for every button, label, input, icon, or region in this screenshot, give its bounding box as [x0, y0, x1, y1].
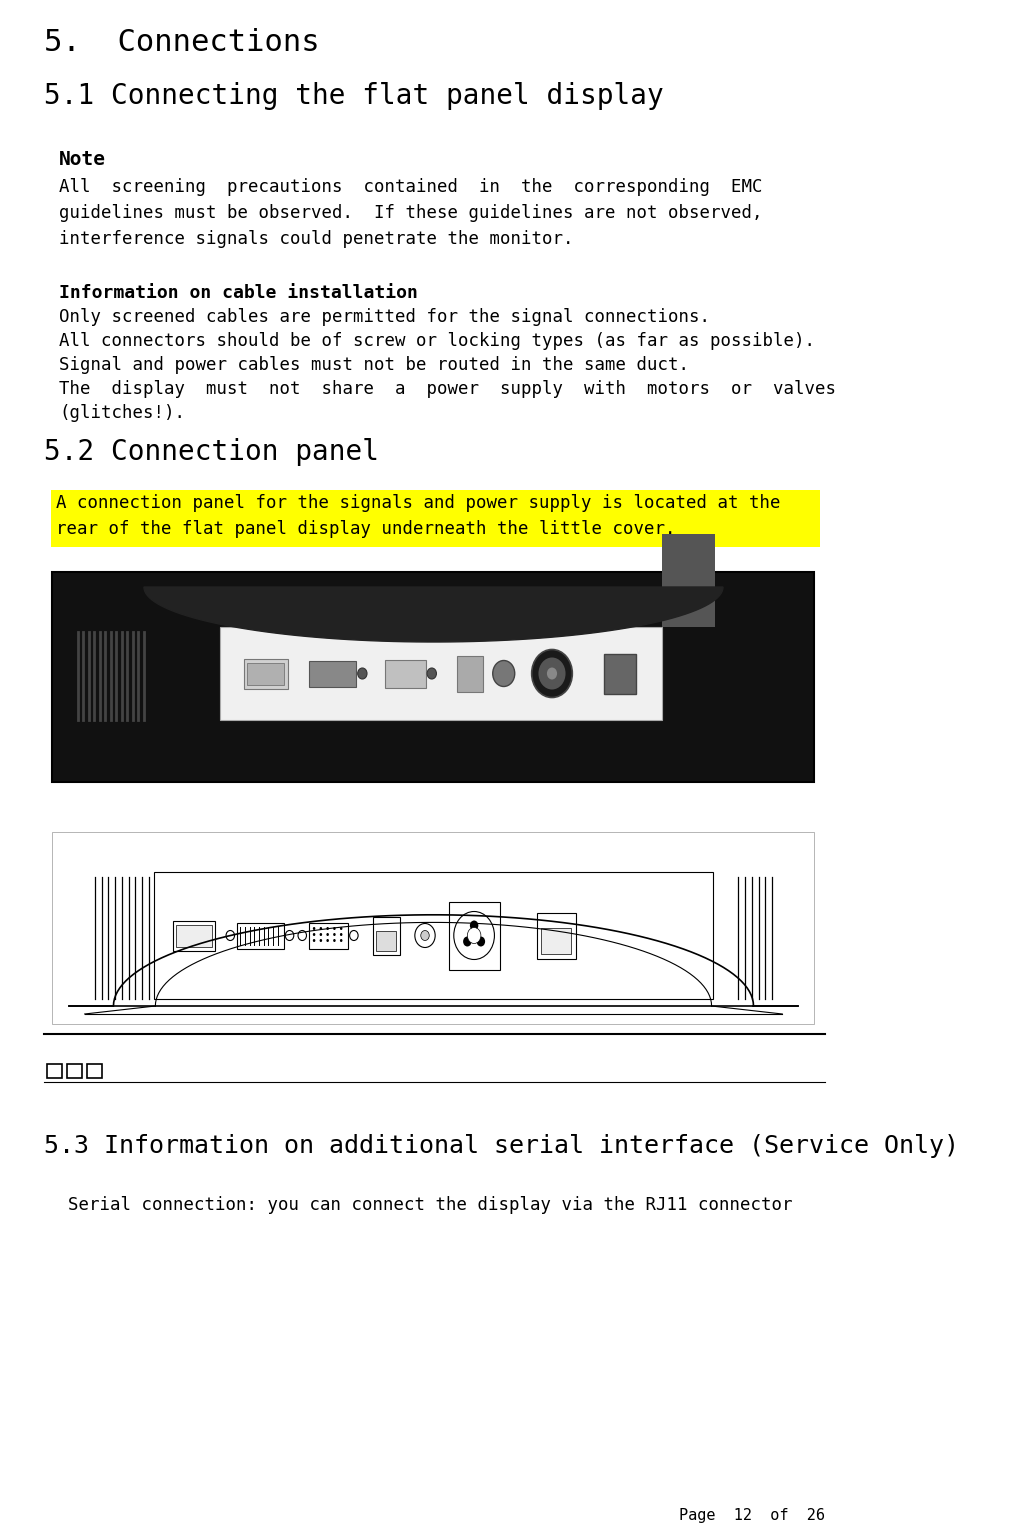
Circle shape [333, 940, 335, 941]
Bar [309, 923, 348, 949]
Text: interference signals could penetrate the monitor.: interference signals could penetrate the… [60, 231, 574, 248]
Circle shape [532, 649, 572, 698]
Text: Information on cable installation: Information on cable installation [60, 285, 418, 301]
Bar [376, 930, 396, 950]
Text: All connectors should be of screw or locking types (as far as possible).: All connectors should be of screw or loc… [60, 332, 815, 351]
Text: A connection panel for the signals and power supply is located at the: A connection panel for the signals and p… [56, 494, 780, 512]
Bar [173, 921, 215, 950]
Circle shape [326, 940, 329, 941]
Circle shape [340, 934, 343, 937]
Circle shape [467, 927, 481, 943]
Circle shape [226, 930, 235, 941]
Circle shape [326, 927, 329, 930]
Text: 5.  Connections: 5. Connections [44, 28, 320, 57]
Bar [176, 924, 212, 946]
Text: guidelines must be observed.  If these guidelines are not observed,: guidelines must be observed. If these gu… [60, 205, 762, 221]
Bar [244, 658, 288, 689]
Circle shape [333, 927, 335, 930]
Text: 5.1 Connecting the flat panel display: 5.1 Connecting the flat panel display [44, 82, 664, 111]
Text: Signal and power cables must not be routed in the same duct.: Signal and power cables must not be rout… [60, 355, 689, 374]
Text: Note: Note [60, 151, 106, 169]
Polygon shape [144, 588, 723, 641]
Bar [537, 912, 575, 958]
Bar [541, 927, 571, 954]
Bar [457, 655, 483, 692]
Bar [52, 572, 814, 781]
Circle shape [285, 930, 293, 941]
Text: Only screened cables are permitted for the signal connections.: Only screened cables are permitted for t… [60, 308, 710, 326]
Text: All  screening  precautions  contained  in  the  corresponding  EMC: All screening precautions contained in t… [60, 178, 762, 195]
Bar [247, 663, 284, 684]
Bar [662, 534, 715, 628]
Circle shape [320, 927, 322, 930]
Circle shape [454, 912, 494, 960]
Text: (glitches!).: (glitches!). [60, 404, 185, 421]
Circle shape [340, 940, 343, 941]
Bar [604, 654, 636, 694]
Bar [87, 1064, 103, 1078]
Circle shape [470, 921, 478, 930]
Text: The  display  must  not  share  a  power  supply  with  motors  or  valves: The display must not share a power suppl… [60, 380, 837, 398]
Circle shape [313, 927, 315, 930]
Bar [237, 923, 284, 949]
Circle shape [476, 937, 485, 946]
Circle shape [463, 937, 471, 946]
Circle shape [320, 940, 322, 941]
Circle shape [421, 930, 429, 941]
Circle shape [493, 660, 514, 686]
Circle shape [427, 667, 436, 678]
Circle shape [350, 930, 358, 941]
Circle shape [326, 934, 329, 937]
Circle shape [415, 923, 435, 947]
Bar [52, 832, 814, 1024]
Circle shape [313, 934, 315, 937]
Bar [449, 901, 499, 969]
Bar [309, 660, 356, 686]
Circle shape [333, 934, 335, 937]
Circle shape [538, 658, 566, 689]
Circle shape [358, 667, 367, 678]
Bar [154, 872, 713, 1000]
Bar [67, 1064, 82, 1078]
Circle shape [320, 934, 322, 937]
Circle shape [313, 940, 315, 941]
Text: 5.3 Information on additional serial interface (Service Only): 5.3 Information on additional serial int… [44, 1134, 959, 1158]
Circle shape [298, 930, 307, 941]
Circle shape [340, 927, 343, 930]
Text: Page  12  of  26: Page 12 of 26 [679, 1507, 825, 1523]
Text: rear of the flat panel display underneath the little cover.: rear of the flat panel display underneat… [56, 520, 675, 538]
Text: 5.2 Connection panel: 5.2 Connection panel [44, 438, 379, 466]
Bar [220, 628, 662, 720]
Bar [372, 917, 399, 955]
Circle shape [547, 667, 557, 680]
Bar [50, 491, 820, 548]
Bar [46, 1064, 62, 1078]
Bar [385, 660, 426, 687]
Text: Serial connection: you can connect the display via the RJ11 connector: Serial connection: you can connect the d… [68, 1197, 792, 1213]
